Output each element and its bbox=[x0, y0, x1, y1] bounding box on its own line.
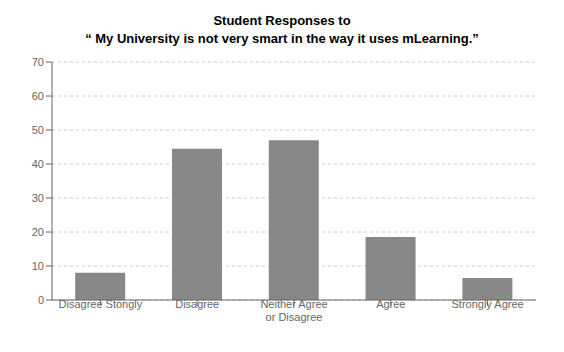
svg-text:Disagree: Disagree bbox=[175, 298, 219, 310]
svg-text:Strongly Agree: Strongly Agree bbox=[452, 298, 524, 310]
html-text:“ My University is not very sm: “ My University is not very smart in the… bbox=[85, 31, 479, 46]
html-text:Student Responses to: Student Responses to bbox=[213, 13, 351, 28]
svg-text:Neither Agreeor Disagree: Neither Agreeor Disagree bbox=[260, 298, 327, 323]
svg-text:0: 0 bbox=[38, 294, 44, 306]
svg-text:50: 50 bbox=[32, 124, 44, 136]
svg-text:70: 70 bbox=[32, 56, 44, 68]
svg-text:Disagree Stongly: Disagree Stongly bbox=[59, 298, 143, 310]
svg-text:60: 60 bbox=[32, 90, 44, 102]
svg-text:Agree: Agree bbox=[376, 298, 405, 310]
svg-text:10: 10 bbox=[32, 260, 44, 272]
svg-text:30: 30 bbox=[32, 192, 44, 204]
svg-text:20: 20 bbox=[32, 226, 44, 238]
svg-text:40: 40 bbox=[32, 158, 44, 170]
